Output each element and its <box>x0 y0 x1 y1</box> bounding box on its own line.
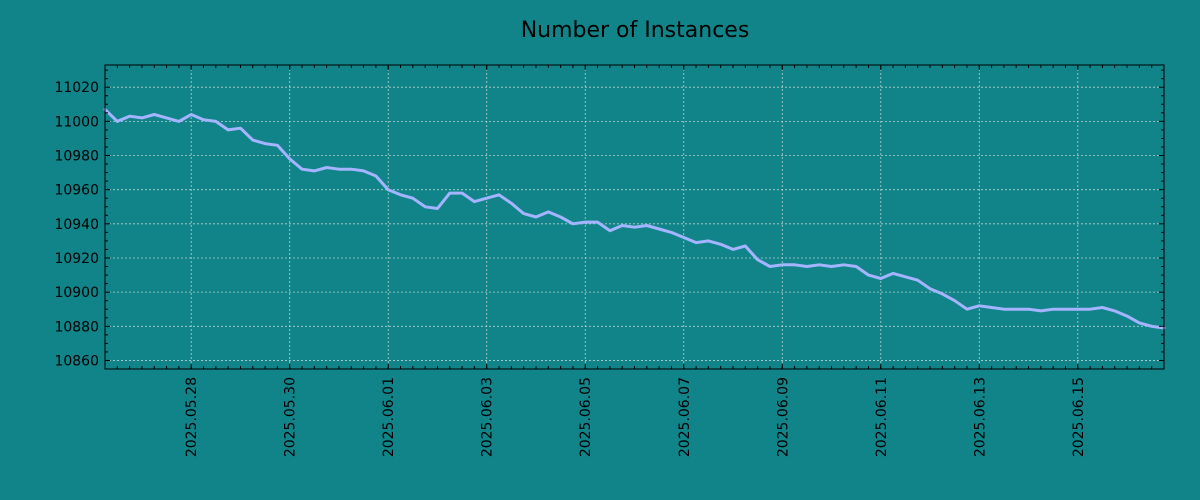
x-tick-label: 2025.06.09 <box>775 377 791 457</box>
x-tick-label: 2025.06.05 <box>578 377 594 457</box>
x-tick-label: 2025.05.28 <box>184 377 200 457</box>
chart-title: Number of Instances <box>521 18 750 43</box>
y-axis: 10860 10880 10900 10920 10940 10960 10980 11000… <box>54 69 1164 370</box>
x-tick-label: 2025.06.07 <box>677 377 693 457</box>
plot-area-frame <box>104 64 1165 370</box>
y-tick-label: 10920 <box>54 251 99 267</box>
y-tick-label: 11000 <box>54 114 99 130</box>
x-tick-label: 2025.06.03 <box>480 377 496 457</box>
y-tick-label: 10960 <box>54 183 99 199</box>
y-tick-label: 11020 <box>54 80 99 96</box>
y-tick-label: 10900 <box>54 285 99 301</box>
x-axis: 2025.05.28 2025.05.30 2025.06.01 2025.06.03… <box>104 65 1165 457</box>
series-line <box>103 107 1166 330</box>
x-tick-label: 2025.06.11 <box>874 377 890 457</box>
x-tick-label: 2025.06.15 <box>1071 377 1087 457</box>
x-tick-label: 2025.06.01 <box>381 377 397 457</box>
y-tick-label: 10880 <box>54 319 99 335</box>
y-tick-label: 10980 <box>54 149 99 165</box>
y-tick-label: 10940 <box>54 217 99 233</box>
x-tick-label: 2025.05.30 <box>283 377 299 457</box>
gridlines <box>105 65 1164 369</box>
y-tick-label: 10860 <box>54 353 99 369</box>
x-tick-label: 2025.06.13 <box>972 377 988 457</box>
